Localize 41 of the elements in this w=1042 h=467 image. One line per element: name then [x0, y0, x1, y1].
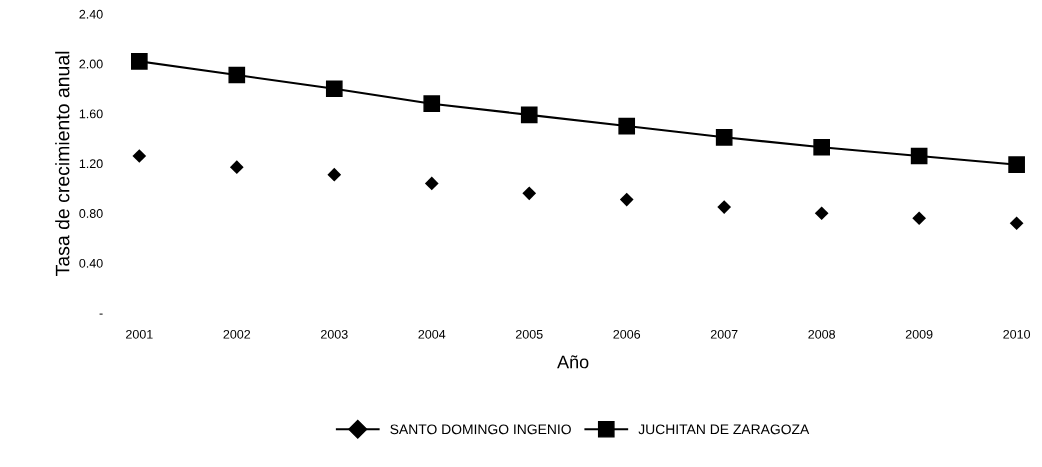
x-axis-title: Año [557, 355, 589, 369]
x-tick-label: 2007 [710, 329, 738, 339]
point [717, 200, 732, 214]
point [229, 160, 244, 175]
x-tick-label: 2005 [515, 329, 543, 339]
legend-label: JUCHITAN DE ZARAGOZA [638, 424, 810, 435]
point [912, 211, 926, 226]
x-tick-label: 2010 [1003, 329, 1031, 339]
point [228, 66, 246, 84]
point [618, 117, 636, 135]
y-tick-label: 1.20 [79, 159, 103, 169]
point [520, 106, 538, 124]
point [423, 95, 441, 113]
point [813, 138, 831, 156]
point [522, 186, 537, 201]
y-tick-label: 0.40 [79, 258, 103, 268]
y-axis-title: Tasa de crecimiento anual [55, 51, 70, 276]
point [1009, 216, 1024, 231]
y-tick-label: 2.40 [79, 9, 103, 19]
y-tick-label: 1.60 [79, 109, 103, 119]
x-tick-label: 2001 [126, 329, 153, 339]
point [814, 206, 829, 221]
point [1008, 156, 1025, 174]
legend-label: SANTO DOMINGO INGENIO [390, 424, 571, 435]
point [132, 149, 147, 163]
y-tick-label: 2.00 [79, 59, 103, 69]
x-tick-label: 2009 [905, 329, 933, 339]
point [910, 147, 928, 165]
x-tick-label: 2002 [223, 329, 251, 339]
y-tick-label: - [99, 313, 103, 315]
y-tick-label: 0.80 [79, 209, 103, 218]
point [327, 167, 342, 182]
x-tick-label: 2008 [808, 329, 836, 339]
point [130, 52, 148, 70]
x-tick-label: 2006 [613, 329, 641, 339]
x-tick-label: 2003 [321, 329, 348, 339]
x-tick-label: 2004 [418, 329, 446, 339]
point [619, 192, 634, 207]
point [715, 128, 733, 146]
point [325, 80, 343, 98]
point [424, 176, 439, 191]
